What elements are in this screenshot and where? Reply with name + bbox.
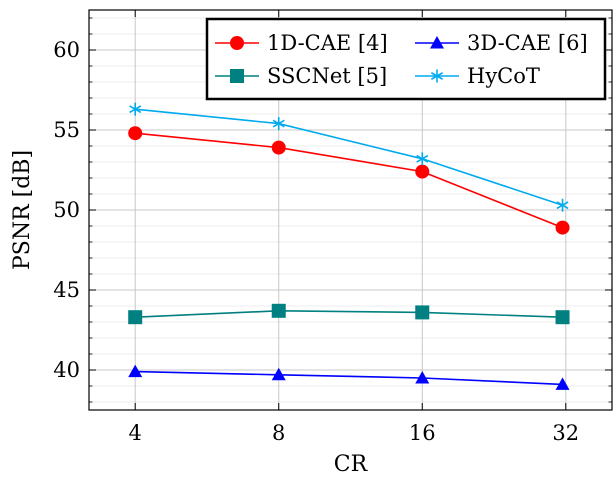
data-point: [416, 152, 429, 166]
series-square: [128, 303, 570, 325]
y-tick-label: 50: [53, 198, 80, 222]
series-triangle: [128, 364, 570, 390]
legend-item: SSCNet [5]: [215, 64, 387, 88]
x-tick-label: 32: [552, 421, 579, 445]
legend-label: 3D-CAE [6]: [467, 31, 588, 55]
series-line: [135, 108, 563, 206]
data-point: [415, 164, 430, 179]
data-point: [271, 367, 286, 381]
series-line: [135, 132, 563, 229]
tick-layer: 40 45 50 55 60 4 8 16 32: [53, 10, 612, 445]
series-layer: [128, 102, 570, 390]
x-tick-label: 16: [409, 421, 436, 445]
legend-item: HyCoT: [415, 64, 540, 88]
x-tick-label: 4: [129, 421, 142, 445]
data-point: [271, 303, 286, 318]
data-point: [415, 371, 430, 384]
y-tick-label: 60: [53, 38, 80, 62]
data-point: [555, 310, 570, 325]
data-point: [272, 117, 285, 131]
series-circle: [128, 126, 570, 235]
legend-item: 3D-CAE [6]: [415, 31, 588, 55]
y-axis-label: PSNR [dB]: [10, 150, 35, 270]
data-point: [556, 198, 569, 212]
series-line: [135, 370, 563, 386]
data-point: [129, 102, 142, 116]
x-tick-label: 8: [272, 421, 285, 445]
legend-box: [205, 17, 607, 101]
data-point: [555, 220, 570, 235]
legend-marker: [430, 69, 444, 83]
data-point: [128, 310, 143, 325]
x-axis-label: CR: [334, 452, 369, 477]
y-tick-label: 40: [53, 358, 80, 382]
series-line: [135, 309, 563, 318]
legend-label: SSCNet [5]: [267, 64, 387, 88]
legend: 1D-CAE [4] 3D-CAE [6] SSCNet [5] HyCoT: [205, 17, 607, 101]
series-asterisk: [129, 102, 569, 212]
data-point: [555, 377, 570, 390]
data-point: [415, 305, 430, 320]
y-tick-label: 55: [53, 118, 80, 142]
legend-item: 1D-CAE [4]: [215, 31, 388, 55]
data-point: [271, 140, 286, 155]
data-point: [128, 126, 143, 141]
legend-marker: [230, 69, 244, 83]
legend-label: HyCoT: [467, 64, 540, 88]
data-point: [128, 364, 143, 378]
legend-label: 1D-CAE [4]: [267, 31, 388, 55]
legend-marker: [430, 36, 444, 49]
y-tick-label: 45: [53, 278, 80, 302]
legend-marker: [230, 36, 244, 50]
